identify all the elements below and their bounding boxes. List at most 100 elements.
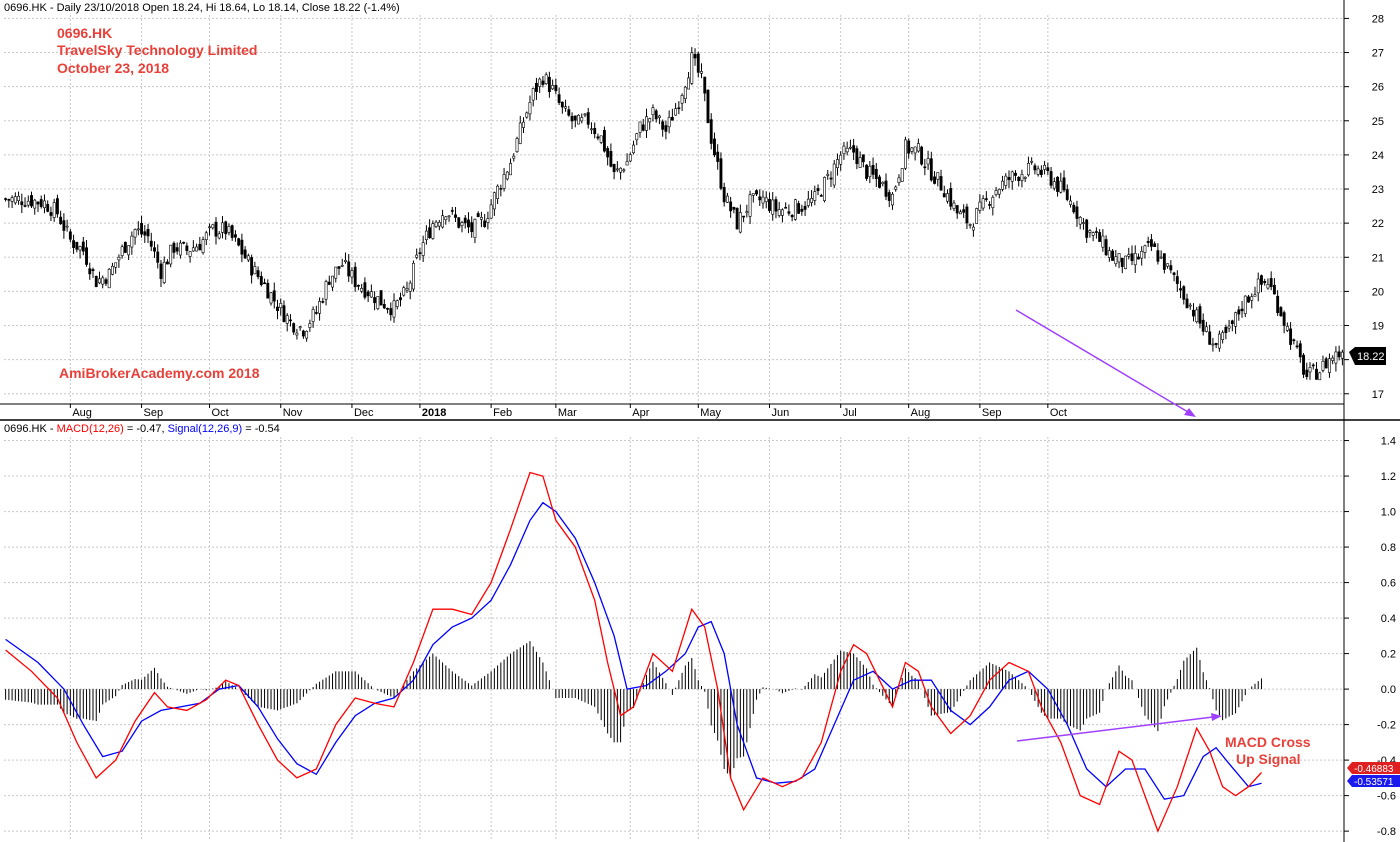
candle-body: [881, 181, 885, 185]
candle-body: [570, 116, 574, 122]
candle-body: [492, 192, 496, 210]
candle-body: [975, 208, 979, 224]
candle-body: [444, 216, 448, 220]
candle-body: [33, 199, 37, 209]
candle-body: [729, 201, 733, 212]
candle-body: [162, 261, 166, 283]
macd-header-signal-value: = -0.54: [242, 423, 280, 435]
candle-body: [706, 89, 710, 124]
candle-body: [577, 114, 580, 125]
candle-body: [1250, 296, 1254, 301]
candle-body: [305, 330, 309, 339]
candle-body: [541, 80, 545, 85]
candle-body: [1162, 253, 1166, 270]
candle-body: [1101, 235, 1105, 248]
candle-body: [1276, 295, 1280, 314]
candle-body: [946, 193, 949, 202]
candle-body: [211, 224, 215, 229]
candle-body: [758, 196, 762, 201]
candle-body: [1114, 256, 1118, 265]
candle-body: [1198, 306, 1202, 324]
candle-body: [415, 254, 419, 258]
candle-body: [421, 242, 425, 256]
price-tick-label: 28: [1372, 13, 1384, 25]
candle-body: [91, 269, 95, 272]
candle-body: [1117, 253, 1121, 263]
candle-body: [23, 205, 27, 207]
candle-body: [486, 218, 490, 223]
candle-body: [120, 246, 124, 256]
candle-body: [78, 246, 82, 251]
candle-body: [1075, 206, 1079, 219]
candle-body: [434, 221, 438, 227]
candle-body: [1111, 250, 1115, 261]
candle-body: [43, 200, 46, 209]
candle-body: [457, 217, 461, 228]
candle-body: [373, 297, 377, 304]
candle-body: [369, 291, 373, 298]
last-price-tag: 18.22: [1349, 347, 1386, 365]
candle-body: [1014, 172, 1017, 176]
candle-body: [538, 78, 542, 87]
candle-body: [606, 148, 610, 158]
candle-body: [127, 245, 131, 256]
candle-body: [1247, 296, 1250, 303]
candle-body: [198, 243, 202, 251]
candle-body: [1007, 177, 1011, 180]
candle-body: [356, 284, 360, 287]
candle-body: [110, 265, 114, 275]
candle-body: [1305, 369, 1309, 377]
candle-body: [59, 216, 63, 225]
candle-body: [1127, 254, 1131, 257]
candle-body: [243, 249, 247, 259]
candle-body: [1072, 204, 1076, 213]
candle-body: [366, 291, 370, 297]
candle-body: [887, 192, 891, 201]
candle-body: [169, 244, 173, 265]
candle-body: [1088, 230, 1092, 233]
candle-body: [871, 165, 875, 175]
candle-body: [984, 198, 988, 200]
candle-body: [703, 76, 707, 94]
candle-body: [107, 269, 111, 289]
macd-tick-label: 0.0: [1381, 684, 1396, 696]
candle-body: [1169, 265, 1173, 271]
candle-body: [221, 222, 224, 233]
candle-body: [619, 167, 623, 173]
candle-body: [803, 205, 807, 210]
candle-body: [347, 261, 351, 277]
candle-body: [10, 197, 14, 202]
candle-body: [1334, 351, 1338, 364]
candle-body: [573, 115, 577, 121]
candle-body: [340, 265, 344, 267]
candle-body: [311, 309, 315, 322]
candle-body: [353, 266, 357, 288]
candle-body: [593, 127, 597, 135]
candle-body: [625, 161, 629, 166]
candle-body: [965, 206, 969, 224]
candle-body: [1107, 250, 1111, 258]
candle-body: [331, 275, 334, 288]
candle-body: [742, 215, 746, 218]
candle-body: [1001, 180, 1004, 190]
candle-body: [580, 117, 584, 122]
candle-body: [1182, 286, 1186, 300]
candle-body: [658, 115, 661, 118]
candle-body: [518, 122, 522, 144]
candle-body: [363, 282, 367, 298]
price-tick-label: 17: [1372, 389, 1384, 401]
candle-body: [1039, 169, 1043, 175]
candle-body: [751, 193, 755, 196]
candle-body: [567, 109, 571, 116]
candle-body: [30, 195, 33, 207]
candle-body: [424, 230, 428, 240]
candle-body: [75, 241, 79, 250]
candle-body: [1315, 368, 1318, 380]
candle-body: [395, 300, 399, 307]
candle-body: [900, 168, 904, 182]
candle-body: [499, 188, 503, 190]
candle-body: [1285, 326, 1289, 331]
watermark: AmiBrokerAcademy.com 2018: [59, 365, 260, 381]
x-tick-label: Oct: [1050, 407, 1067, 419]
candle-body: [910, 147, 914, 152]
